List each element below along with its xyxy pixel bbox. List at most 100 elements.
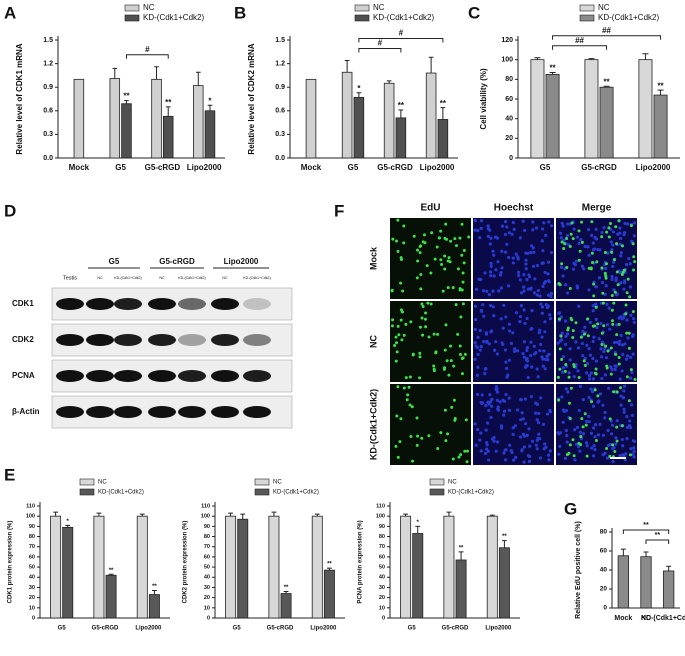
bracket-label: ##	[575, 36, 584, 45]
nucleus	[581, 353, 585, 358]
error-bar	[588, 58, 595, 60]
nucleus	[522, 355, 526, 359]
edu-cell	[444, 323, 448, 327]
edu-cell	[558, 347, 562, 351]
nucleus	[522, 273, 526, 277]
nucleus	[475, 392, 480, 397]
band	[148, 334, 176, 346]
edu-cell	[460, 222, 464, 226]
nucleus	[575, 286, 580, 290]
lane-label: Testis	[63, 275, 77, 281]
nucleus	[600, 230, 604, 235]
nucleus	[478, 236, 482, 240]
nucleus	[546, 304, 550, 308]
nucleus	[614, 442, 618, 446]
error-bar	[195, 71, 201, 86]
nucleus	[589, 371, 594, 375]
edu-cell	[415, 248, 419, 252]
nucleus	[620, 369, 624, 373]
nucleus	[511, 261, 515, 265]
edu-cell	[452, 364, 456, 368]
nucleus	[564, 334, 568, 339]
x-tick-label: Lipo2000	[135, 626, 162, 632]
edu-cell	[605, 364, 609, 368]
nucleus	[607, 386, 611, 390]
y-tick-label: 0.9	[43, 84, 53, 91]
nucleus	[526, 287, 530, 291]
significance: **	[123, 92, 130, 101]
band	[178, 298, 206, 310]
nucleus	[610, 432, 614, 436]
band	[243, 406, 271, 418]
edu-cell	[577, 375, 581, 379]
edu-cell	[569, 386, 573, 390]
edu-cell	[568, 443, 572, 447]
bracket	[358, 47, 402, 53]
band	[56, 298, 84, 310]
nucleus	[547, 293, 551, 297]
nucleus	[523, 228, 527, 233]
bracket-label: #	[399, 29, 404, 38]
significance: **	[165, 98, 172, 107]
edu-cell	[614, 352, 618, 356]
edu-cell	[453, 237, 457, 241]
nucleus	[601, 433, 606, 437]
legend-label: KD-(Cdk1+Cdk2)	[98, 490, 144, 496]
edu-cell	[443, 267, 447, 271]
nucleus	[587, 420, 591, 424]
nucleus	[524, 258, 528, 262]
nucleus	[513, 347, 517, 351]
nucleus	[479, 226, 483, 230]
nucleus	[495, 236, 499, 240]
nucleus	[500, 249, 504, 253]
bar	[73, 78, 85, 159]
bar	[305, 78, 317, 159]
nucleus	[499, 424, 504, 428]
nucleus	[561, 274, 565, 278]
nucleus	[540, 305, 545, 309]
nucleus	[543, 320, 547, 324]
nucleus	[511, 220, 515, 225]
edu-cell	[574, 321, 578, 325]
edu-cell	[395, 341, 399, 345]
nucleus	[480, 393, 484, 397]
nucleus	[486, 458, 491, 462]
nucleus	[541, 284, 545, 288]
nucleus	[629, 426, 633, 430]
x-tick-label: G5	[408, 626, 417, 632]
nucleus	[623, 221, 627, 226]
nucleus	[594, 237, 599, 241]
nucleus	[535, 263, 540, 268]
edu-cell	[566, 326, 570, 330]
nucleus	[505, 242, 509, 246]
nucleus	[544, 233, 548, 237]
edu-cell	[459, 453, 463, 457]
edu-cell	[462, 261, 466, 265]
edu-cell	[454, 303, 458, 307]
edu-cell	[441, 289, 445, 293]
edu-cell	[582, 359, 586, 363]
edu-cell	[583, 412, 587, 416]
x-tick-label: G5-cRGD	[442, 626, 469, 632]
edu-cell	[415, 443, 419, 447]
nucleus	[602, 349, 606, 354]
nucleus	[500, 341, 504, 345]
error-bar	[112, 67, 118, 79]
edu-cell	[402, 386, 406, 390]
nucleus	[626, 336, 630, 340]
nucleus	[609, 240, 613, 244]
edu-cell	[393, 343, 397, 347]
edu-cell	[625, 375, 629, 379]
nucleus	[519, 398, 523, 402]
edu-cell	[395, 350, 399, 354]
nucleus	[479, 308, 484, 313]
edu-cell	[557, 282, 561, 286]
edu-cell	[461, 356, 465, 360]
nucleus	[492, 435, 496, 440]
y-tick-label: 30	[29, 585, 35, 591]
edu-cell	[464, 418, 468, 422]
panel-letter: A	[4, 3, 16, 22]
nucleus	[538, 294, 542, 298]
nucleus	[476, 427, 480, 432]
bar	[280, 593, 292, 619]
